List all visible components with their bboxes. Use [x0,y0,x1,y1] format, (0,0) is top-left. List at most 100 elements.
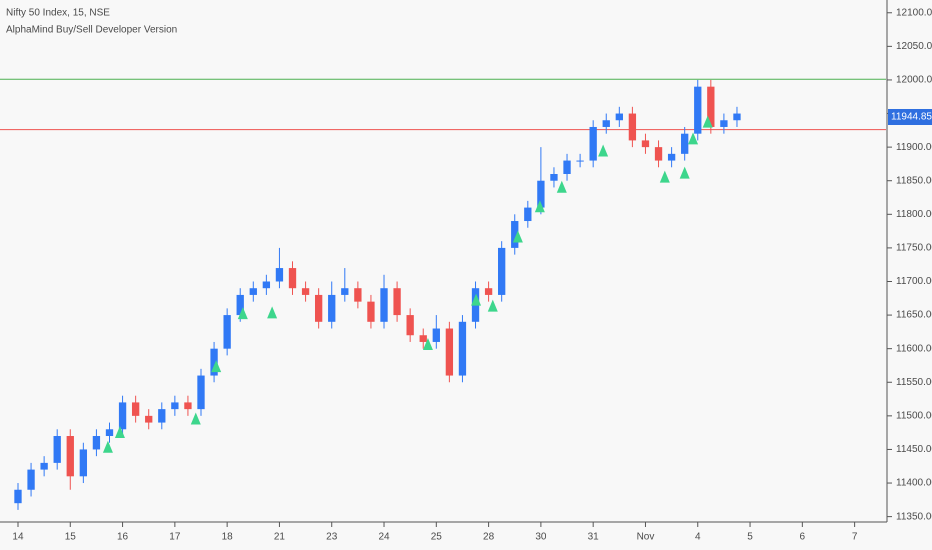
candle-body [432,328,440,342]
y-tick-label: 11450.00 [896,444,932,455]
candle-body [145,415,153,423]
candle-body [105,429,114,437]
buy-signal [102,440,113,453]
candle-body [458,321,467,376]
buy-signal [679,166,690,179]
candle-body [236,294,244,316]
buy-signal [114,425,125,438]
candle-body [707,86,715,127]
x-tick-label: 31 [588,532,600,543]
candle-body [667,153,676,161]
last-price-label: 11944.85 [891,112,932,123]
candle-body [131,402,140,416]
candle-body [628,113,637,141]
buy-signal [211,360,222,373]
candle-body [615,113,623,121]
candle-body [498,247,506,295]
y-tick-label: 11650.00 [896,310,932,321]
candle-body [14,489,22,504]
buy-signal [471,293,482,306]
y-tick-label: 11350.00 [896,511,932,522]
buy-signal [556,180,567,193]
candle-body [681,133,689,154]
y-tick-label: 11500.00 [896,410,932,421]
candle-body [537,180,545,208]
candle-body [393,288,401,316]
buy-signal [659,170,670,183]
x-tick-label: 24 [378,532,390,543]
y-tick-label: 12000.00 [896,75,932,86]
x-tick-label: 17 [169,532,181,543]
candle-body [301,288,310,295]
x-tick-label: 6 [800,532,806,543]
candle-body [367,301,375,322]
candle-body [184,402,192,410]
x-tick-label: 23 [326,532,338,543]
candle-body [210,348,218,376]
x-tick-label: 7 [852,532,858,543]
candle-body [380,288,388,322]
buy-signal [190,412,201,425]
x-tick-label: 5 [747,532,753,543]
candle-body [694,86,702,134]
candle-body [249,288,257,295]
buy-signal [702,115,713,128]
candle-body [720,120,728,127]
candle-body [602,120,610,127]
candle-body [563,160,571,174]
buy-signal [487,299,498,312]
x-tick-label: 28 [483,532,495,543]
candle-body [445,328,454,376]
y-tick-label: 11900.00 [896,142,932,153]
y-tick-label: 11750.00 [896,243,932,254]
candle-body [354,288,362,302]
candle-body [589,126,597,161]
x-tick-label: 30 [535,532,547,543]
buy-signal [688,132,699,145]
x-tick-label: 16 [117,532,129,543]
x-tick-label: 21 [274,532,286,543]
candle-body [262,281,271,289]
candle-body [484,288,493,295]
chart-subtitle: AlphaMind Buy/Sell Developer Version [6,25,177,36]
buy-signal [512,230,523,243]
candle-body [92,436,101,450]
buy-signal [598,144,609,157]
candle-body [733,113,741,121]
candle-body [406,315,414,336]
candle-body [223,315,231,349]
x-tick-label: Nov [637,532,655,543]
chart-title: Nifty 50 Index, 15, NSE [6,8,110,19]
buy-signal [422,337,433,350]
y-tick-label: 12100.00 [896,7,932,18]
x-tick-label: 4 [695,532,701,543]
candle-body [576,160,584,162]
y-tick-label: 12050.00 [896,41,932,52]
candle-body [654,147,663,161]
x-tick-label: 18 [222,532,234,543]
y-tick-label: 11700.00 [896,276,932,287]
candle-body [171,402,179,410]
candle-body [275,268,284,282]
candle-body [341,288,349,295]
y-tick-label: 11550.00 [896,377,932,388]
buy-signal [534,200,545,213]
candle-body [158,409,166,423]
y-tick-label: 11850.00 [896,175,932,186]
candle-body [197,375,205,410]
candle-body [328,294,336,322]
candle-body [641,140,650,148]
x-tick-label: 25 [431,532,443,543]
candle-body [118,402,127,430]
x-tick-label: 15 [65,532,77,543]
candle-body [314,294,323,322]
buy-signal [237,307,248,320]
candle-body [79,449,88,477]
buy-signal [267,306,278,319]
candle-body [53,436,61,463]
x-tick-label: 14 [12,532,24,543]
candle-body [40,462,48,470]
last-price-box [888,108,932,125]
